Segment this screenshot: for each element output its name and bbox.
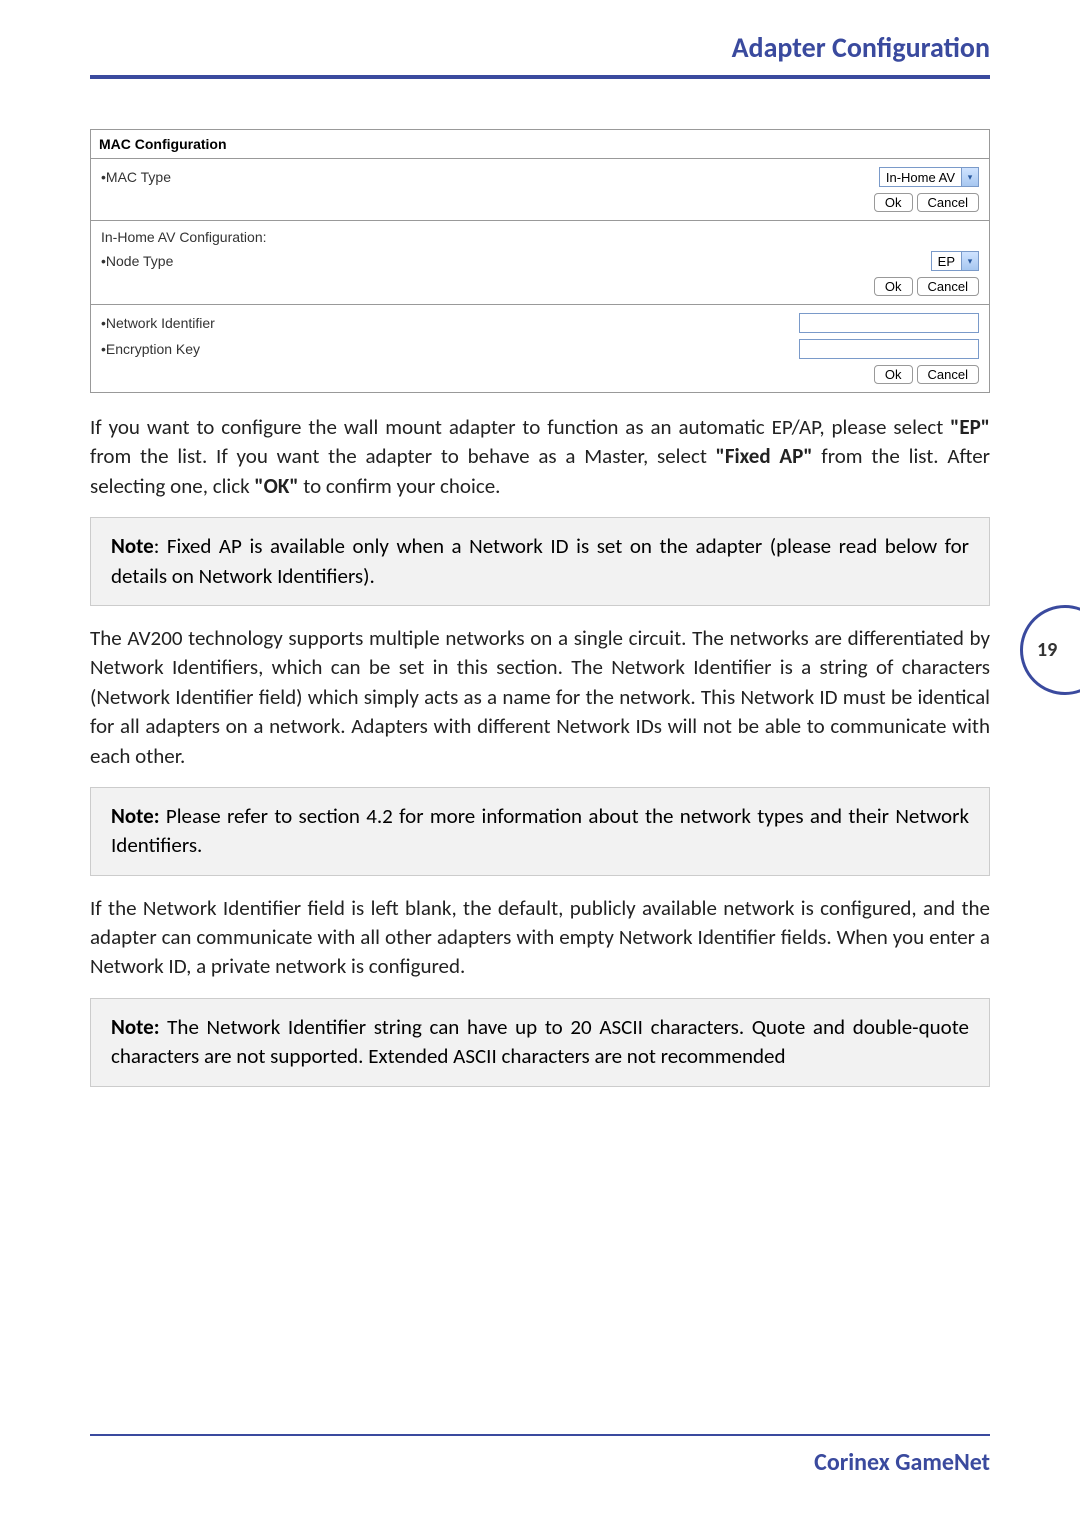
ok-button[interactable]: Ok [874,365,913,384]
p1-text: from the list. If you want the adapter t… [90,443,716,469]
note2-text: Please refer to section 4.2 for more inf… [111,803,969,858]
mac-type-value: In-Home AV [880,170,961,185]
paragraph-3: If the Network Identifier field is left … [90,894,990,982]
ok-button[interactable]: Ok [874,193,913,212]
mac-type-label: •MAC Type [101,169,171,185]
p1-bold-ok: "OK" [254,473,298,499]
node-type-section: In-Home AV Configuration: •Node Type EP … [91,221,989,305]
network-section: •Network Identifier •Encryption Key Ok C… [91,305,989,392]
network-id-label: •Network Identifier [101,315,215,331]
note-box-2: Note: Please refer to section 4.2 for mo… [90,787,990,876]
encryption-key-input[interactable] [799,339,979,359]
encryption-key-label: •Encryption Key [101,341,200,357]
footer-text: Corinex GameNet [90,1448,990,1477]
node-type-label: •Node Type [101,253,173,269]
cancel-button[interactable]: Cancel [917,277,979,296]
mac-config-panel: MAC Configuration •MAC Type In-Home AV ▾… [90,129,990,393]
cancel-button[interactable]: Cancel [917,193,979,212]
mac-config-title: MAC Configuration [91,130,989,159]
page-header: Adapter Configuration [90,30,990,79]
ok-button[interactable]: Ok [874,277,913,296]
note1-text: : Fixed AP is available only when a Netw… [111,533,969,588]
paragraph-1: If you want to configure the wall mount … [90,413,990,501]
node-type-value: EP [932,254,961,269]
page-number-badge: 19 [1020,605,1080,695]
note3-bold: Note: [111,1014,160,1040]
inhome-subsection-label: In-Home AV Configuration: [101,229,267,245]
p1-text: If you want to configure the wall mount … [90,414,950,440]
page-footer: Corinex GameNet [90,1434,990,1477]
mac-type-select[interactable]: In-Home AV ▾ [879,167,979,187]
note-box-3: Note: The Network Identifier string can … [90,998,990,1087]
network-id-input[interactable] [799,313,979,333]
p1-bold-ep: "EP" [950,414,990,440]
header-title: Adapter Configuration [90,30,990,65]
note3-text: The Network Identifier string can have u… [111,1014,969,1069]
page-number: 19 [1037,638,1057,662]
chevron-down-icon: ▾ [961,168,978,186]
cancel-button[interactable]: Cancel [917,365,979,384]
paragraph-2: The AV200 technology supports multiple n… [90,624,990,771]
note-box-1: Note: Fixed AP is available only when a … [90,517,990,606]
p1-bold-fixedap: "Fixed AP" [716,443,813,469]
chevron-down-icon: ▾ [961,252,978,270]
mac-type-section: •MAC Type In-Home AV ▾ Ok Cancel [91,159,989,221]
node-type-select[interactable]: EP ▾ [931,251,979,271]
note1-bold: Note [111,533,154,559]
p1-text: to confirm your choice. [299,473,501,499]
note2-bold: Note: [111,803,160,829]
